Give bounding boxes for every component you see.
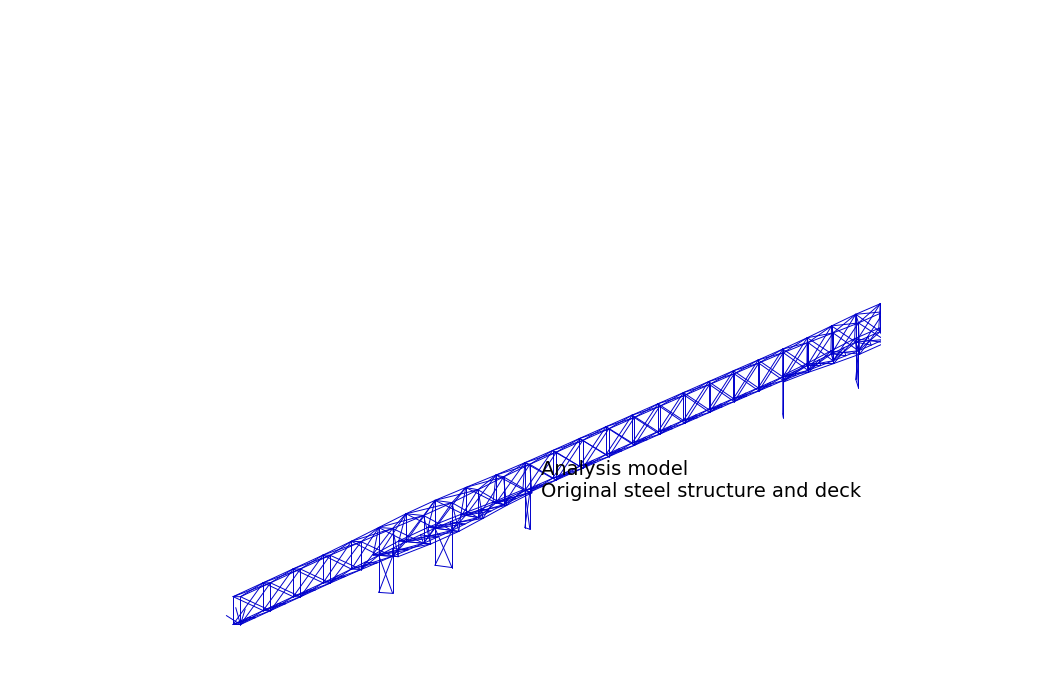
Text: Analysis model
Original steel structure and deck: Analysis model Original steel structure … <box>540 460 860 501</box>
